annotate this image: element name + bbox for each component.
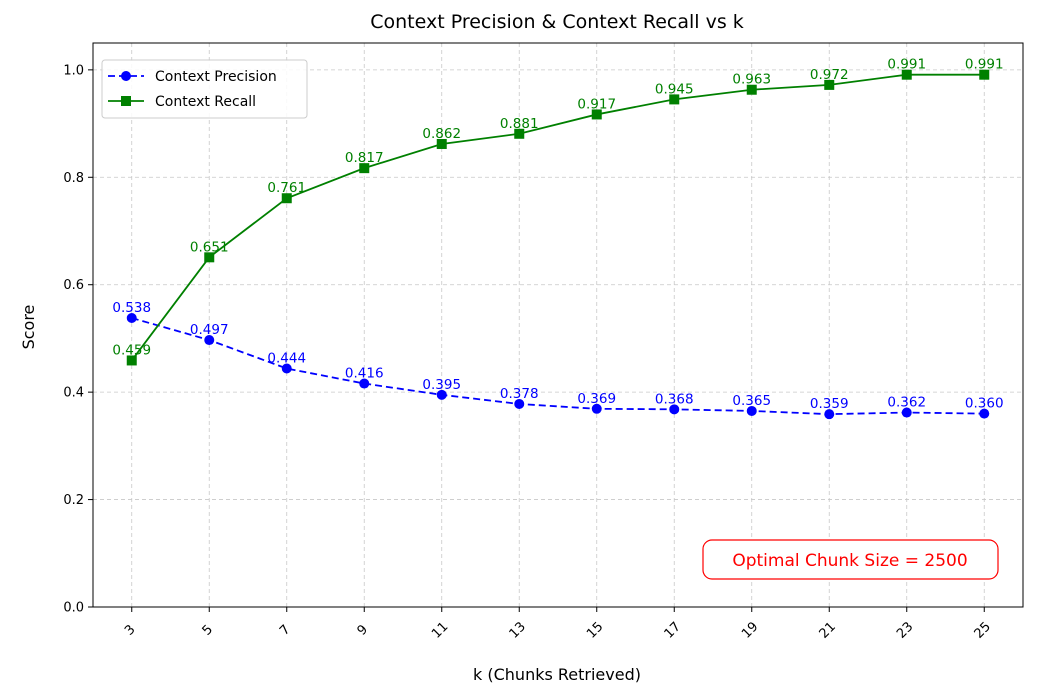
data-label: 0.917 [577,96,616,112]
x-tick-label: 23 [894,619,916,641]
y-axis-label: Score [19,305,38,350]
chart-title: Context Precision & Context Recall vs k [370,11,744,33]
data-point [514,128,525,139]
data-label: 0.497 [190,322,229,338]
data-label: 0.378 [500,386,539,402]
data-label: 0.817 [345,150,384,166]
legend-marker [121,96,131,106]
data-label: 0.761 [267,180,306,196]
data-point [126,355,137,366]
data-point [591,403,602,414]
data-point [126,313,137,324]
data-point [591,109,602,120]
data-point [979,69,990,80]
data-point [824,409,835,420]
x-tick-label: 17 [662,619,684,641]
data-point [204,335,215,346]
series-layer: 0.538 0.497 0.444 0.416 0.395 0.378 0.369 0.368… [112,57,1004,420]
data-point [746,84,757,95]
series-context-precision: 0.538 0.497 0.444 0.416 0.395 0.378 0.369 0.368… [112,300,1004,420]
data-point [901,69,912,80]
annotation-box [702,539,999,580]
data-point [824,79,835,90]
y-tick-label: 0.2 [63,493,84,508]
y-tick-label: 0.4 [63,386,84,401]
data-label: 0.365 [732,393,771,409]
legend: Context Precision Context Recall [101,59,308,119]
data-label: 0.369 [577,391,616,407]
data-point [746,405,757,416]
data-label: 0.368 [655,391,694,407]
data-point [436,138,447,149]
plot-frame [92,42,1024,608]
legend-box [101,59,308,119]
data-label: 0.862 [422,126,461,142]
data-label: 0.444 [267,351,306,367]
data-point [281,363,292,374]
x-tick-label: 7 [277,622,293,638]
y-tick-label: 0.6 [63,278,84,293]
x-tick-label: 21 [817,619,839,641]
x-tick-label: 9 [355,622,371,638]
data-label: 0.651 [190,239,229,255]
x-tick-label: 11 [429,619,451,641]
x-tick-label: 5 [200,622,216,638]
data-point [979,408,990,419]
data-label: 0.972 [810,67,849,83]
y-tick-label: 0.0 [63,601,84,616]
data-point [901,407,912,418]
data-label: 0.945 [655,81,694,97]
data-label: 0.416 [345,366,384,382]
data-label: 0.395 [422,377,461,393]
data-label: 0.991 [887,57,926,73]
data-point [669,404,680,415]
data-label: 0.963 [732,72,771,88]
data-point [436,389,447,400]
y-tick-label: 0.8 [63,171,84,186]
x-tick-label: 3 [122,622,138,638]
series-line [131,317,985,416]
data-point [359,163,370,174]
data-point [281,193,292,204]
data-label: 0.359 [810,396,849,412]
x-tick-label: 13 [507,619,529,641]
x-tick-label: 15 [584,619,606,641]
data-point [359,378,370,389]
series-context-recall: 0.459 0.651 0.761 0.817 0.862 0.881 0.917 0.945… [112,57,1004,366]
annotation-text: Optimal Chunk Size = 2500 [732,551,967,571]
y-tick-label: 1.0 [63,63,84,78]
legend-label: Context Recall [155,94,256,110]
data-point [669,94,680,105]
data-label: 0.360 [965,396,1004,412]
x-tick-label: 19 [739,619,761,641]
x-tick-label: 25 [972,619,994,641]
data-label: 0.881 [500,116,539,132]
data-point [204,252,215,263]
series-line [131,73,985,361]
legend-marker [121,71,131,81]
data-label: 0.459 [112,342,151,358]
data-label: 0.991 [965,57,1004,73]
data-label: 0.362 [887,395,926,411]
data-point [514,398,525,409]
data-label: 0.538 [112,300,151,316]
x-axis-label: k (Chunks Retrieved) [473,665,641,684]
legend-label: Context Precision [155,69,277,85]
grid [93,43,1023,608]
annotation: Optimal Chunk Size = 2500 [702,539,999,580]
